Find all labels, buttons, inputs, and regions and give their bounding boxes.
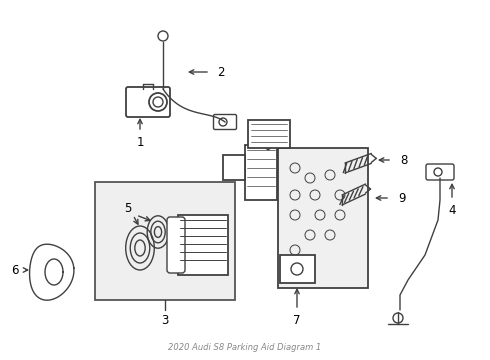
Bar <box>223 155 245 180</box>
Circle shape <box>305 230 315 240</box>
Text: 4: 4 <box>448 203 456 216</box>
Bar <box>245 145 277 200</box>
Bar <box>278 148 368 288</box>
Bar <box>95 182 235 300</box>
Circle shape <box>290 245 300 255</box>
Circle shape <box>393 313 403 323</box>
Text: 1: 1 <box>136 135 144 148</box>
Circle shape <box>305 173 315 183</box>
Circle shape <box>325 230 335 240</box>
Circle shape <box>149 93 167 111</box>
Bar <box>178 215 228 275</box>
FancyBboxPatch shape <box>167 217 185 273</box>
Circle shape <box>158 31 168 41</box>
Circle shape <box>290 163 300 173</box>
Text: 3: 3 <box>161 314 169 327</box>
Circle shape <box>325 170 335 180</box>
Circle shape <box>335 190 345 200</box>
Circle shape <box>310 190 320 200</box>
Circle shape <box>291 263 303 275</box>
Text: 2020 Audi S8 Parking Aid Diagram 1: 2020 Audi S8 Parking Aid Diagram 1 <box>169 343 321 352</box>
FancyBboxPatch shape <box>214 114 237 130</box>
FancyBboxPatch shape <box>426 164 454 180</box>
Text: 9: 9 <box>398 192 406 204</box>
Text: 5: 5 <box>124 202 132 215</box>
Text: 8: 8 <box>400 153 407 166</box>
Text: 2: 2 <box>217 66 224 78</box>
Circle shape <box>434 168 442 176</box>
Bar <box>280 255 315 283</box>
Circle shape <box>315 210 325 220</box>
Circle shape <box>335 210 345 220</box>
Circle shape <box>290 190 300 200</box>
Circle shape <box>219 118 227 126</box>
Text: 7: 7 <box>293 314 301 327</box>
Polygon shape <box>260 132 278 150</box>
Circle shape <box>153 97 163 107</box>
Bar <box>248 120 290 148</box>
Text: 6: 6 <box>11 264 19 276</box>
FancyBboxPatch shape <box>126 87 170 117</box>
Circle shape <box>290 210 300 220</box>
